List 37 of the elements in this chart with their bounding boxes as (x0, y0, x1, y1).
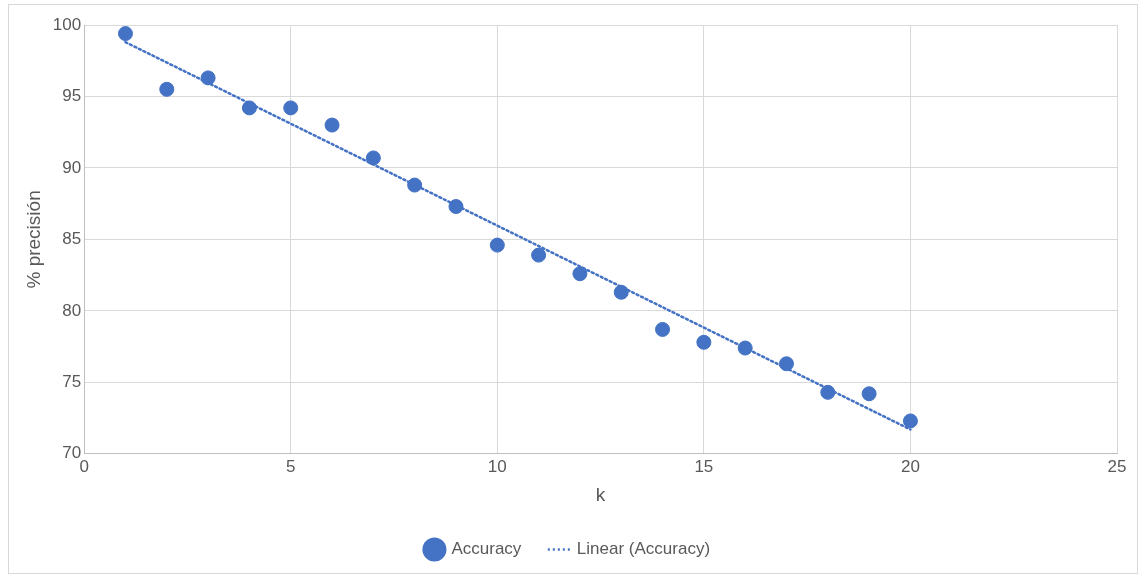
point (407, 177, 423, 193)
point (365, 150, 381, 166)
x-tick-label: 20 (900, 456, 920, 476)
y-tick-label: 85 (62, 229, 82, 249)
point (861, 386, 877, 402)
x-tick-label: 10 (487, 456, 507, 476)
x-tick-label: 5 (286, 456, 296, 476)
x-axis-title: k (595, 483, 606, 505)
y-axis-title: % precisión (22, 190, 44, 289)
point (820, 384, 836, 400)
point (572, 266, 588, 282)
y-tick-label: 95 (62, 86, 82, 106)
point (448, 199, 464, 215)
y-tick-label: 80 (62, 300, 82, 320)
y-tick-label: 100 (52, 14, 82, 34)
point (613, 284, 629, 300)
point (778, 356, 794, 372)
point (737, 340, 753, 356)
legend-label: Accuracy (451, 539, 522, 559)
legend-label: Linear (Accuracy) (576, 539, 711, 559)
point (696, 334, 712, 350)
point (117, 26, 133, 42)
point (489, 237, 505, 253)
x-tick-label: 0 (79, 456, 89, 476)
point (241, 100, 257, 116)
y-tick-label: 75 (62, 372, 82, 392)
point (200, 70, 216, 86)
point (655, 321, 671, 337)
x-tick-label: 15 (694, 456, 714, 476)
point (283, 100, 299, 116)
point (902, 413, 918, 429)
x-tick-label: 25 (1107, 456, 1127, 476)
point (531, 247, 547, 263)
y-tick-label: 70 (62, 443, 82, 463)
y-tick-label: 90 (62, 157, 82, 177)
point (159, 81, 175, 97)
point (324, 117, 340, 133)
